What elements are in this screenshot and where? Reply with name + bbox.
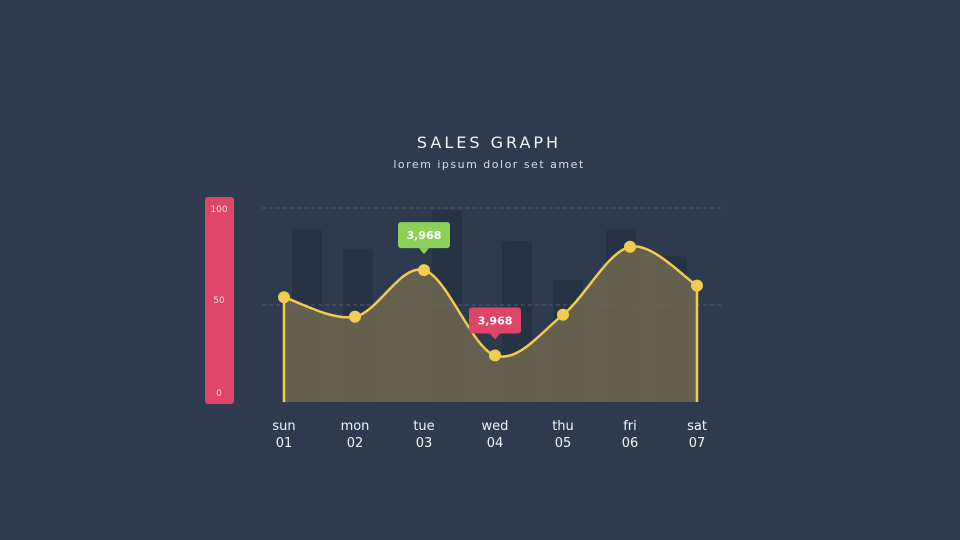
sales-area-fill bbox=[284, 246, 697, 402]
x-day-label: thu bbox=[552, 419, 574, 434]
data-point[interactable] bbox=[557, 308, 569, 321]
value-callout: 3,968 bbox=[469, 307, 521, 340]
callout-label: 3,968 bbox=[478, 314, 513, 327]
data-point[interactable] bbox=[489, 349, 501, 362]
x-day-label: fri bbox=[623, 419, 637, 434]
x-date-label: 07 bbox=[689, 436, 706, 451]
x-day-label: sat bbox=[687, 419, 707, 434]
chart-subtitle: lorem ipsum dolor set amet bbox=[393, 158, 585, 171]
y-tick-label: 0 bbox=[216, 389, 222, 399]
callout-pointer bbox=[490, 333, 500, 340]
x-day-label: sun bbox=[272, 419, 295, 434]
y-tick-label: 50 bbox=[213, 296, 225, 306]
data-point[interactable] bbox=[418, 264, 430, 277]
x-date-label: 03 bbox=[416, 436, 433, 451]
x-day-label: tue bbox=[413, 419, 434, 434]
x-date-label: 02 bbox=[347, 436, 364, 451]
callout-box bbox=[469, 307, 521, 334]
y-axis-bar bbox=[205, 197, 234, 404]
data-point[interactable] bbox=[349, 310, 361, 323]
data-point[interactable] bbox=[278, 291, 290, 304]
chart-title: SALES GRAPH bbox=[416, 133, 562, 152]
callout-label: 3,968 bbox=[407, 229, 442, 242]
x-date-label: 06 bbox=[622, 436, 639, 451]
callout-box bbox=[398, 222, 450, 249]
x-day-label: mon bbox=[341, 419, 370, 434]
x-date-label: 05 bbox=[555, 436, 572, 451]
data-point[interactable] bbox=[624, 240, 636, 253]
value-callout: 3,968 bbox=[398, 222, 450, 255]
x-day-label: wed bbox=[482, 419, 509, 434]
callout-pointer bbox=[419, 248, 429, 255]
x-date-label: 01 bbox=[276, 436, 293, 451]
data-point[interactable] bbox=[691, 279, 703, 292]
x-date-label: 04 bbox=[487, 436, 504, 451]
y-tick-label: 100 bbox=[210, 205, 227, 215]
